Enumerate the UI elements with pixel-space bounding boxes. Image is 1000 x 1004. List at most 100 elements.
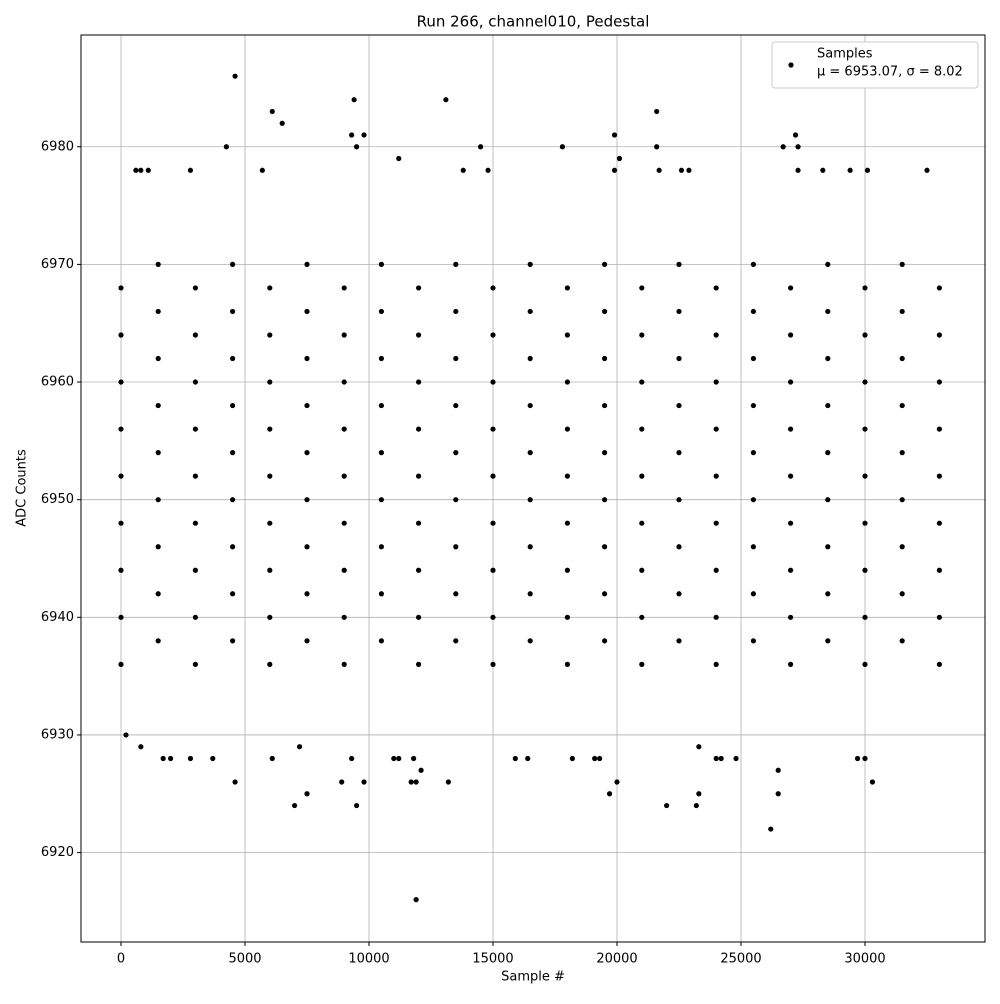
point [864,167,871,173]
point [415,520,422,526]
point [564,426,570,432]
point [899,450,905,456]
point [230,355,236,362]
point [936,473,942,479]
point [750,638,756,644]
point [361,779,367,785]
point [378,591,384,597]
point [559,144,566,150]
point [304,791,310,797]
point [936,379,942,385]
point [862,379,868,385]
point [601,544,608,550]
point [899,308,905,315]
point [654,144,660,150]
point [267,285,273,291]
point [138,744,144,750]
point [750,544,756,550]
point [232,779,238,785]
point [192,567,199,573]
point [750,450,756,456]
point [230,591,236,597]
point [155,261,161,267]
point [415,426,422,432]
point [353,802,360,809]
point [415,661,422,667]
point [490,661,496,667]
chart-title: Run 266, channel010, Pedestal [417,13,650,31]
point [192,285,199,291]
point [155,450,161,456]
point [862,567,868,573]
point [353,144,360,150]
point [155,591,161,597]
point [145,167,151,173]
point [351,97,357,103]
point [155,402,161,409]
point [341,567,347,573]
point [418,767,424,773]
point [230,544,236,550]
point [453,402,459,409]
point [118,332,124,338]
point [601,638,608,644]
y-tick-label: 6970 [41,257,74,272]
point [527,261,533,267]
point [230,402,236,409]
point [676,591,682,597]
point [391,755,397,762]
point [187,167,194,173]
point [187,755,194,762]
point [490,426,496,432]
point [118,379,124,385]
point [490,379,496,385]
point [899,638,905,644]
point [527,402,533,409]
point [569,755,575,762]
point [527,638,533,644]
point [485,167,491,173]
point [639,520,645,526]
point [713,473,719,479]
point [611,167,618,173]
point [415,285,422,291]
point [750,591,756,597]
point [160,755,166,762]
point [453,591,459,597]
point [118,661,124,667]
point [361,132,367,138]
y-tick-label: 6930 [41,727,74,742]
point [639,614,645,620]
y-tick-label: 6950 [41,492,74,507]
point [713,567,719,573]
point [490,473,496,479]
point [378,544,384,550]
point [349,132,355,138]
point [267,473,273,479]
point [267,614,273,620]
point [341,520,347,526]
y-axis-label: ADC Counts [15,449,30,527]
point [304,261,310,267]
point [408,779,414,785]
point [453,450,459,456]
point [341,614,347,620]
point [443,97,449,103]
point [155,544,161,550]
point [639,567,645,573]
point [825,497,831,503]
point [527,497,533,503]
point [825,638,831,644]
point [378,638,384,644]
y-tick-label: 6960 [41,375,74,390]
point [453,308,459,315]
point [597,755,603,762]
point [527,544,533,550]
point [490,332,496,338]
point [396,155,402,162]
point [924,167,930,173]
point [304,355,310,362]
point [267,426,273,432]
point [825,308,831,315]
